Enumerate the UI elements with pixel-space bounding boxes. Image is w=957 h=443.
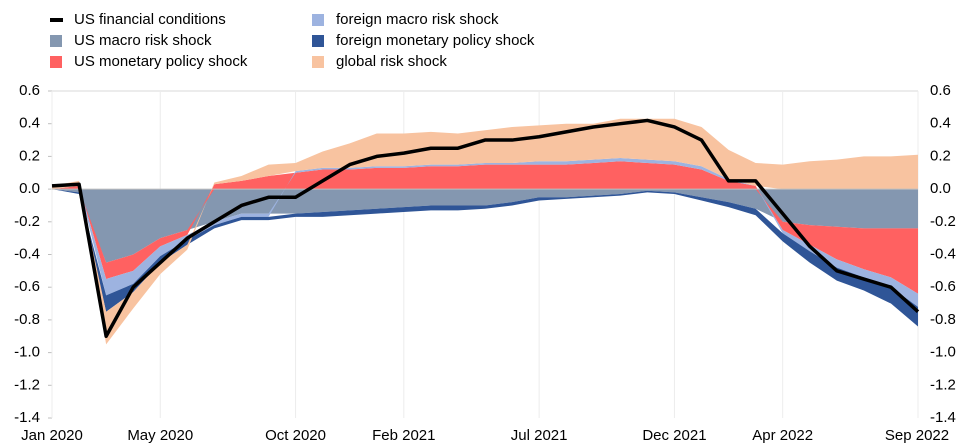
y-tick-label: -0.6: [14, 278, 40, 295]
legend-label: US financial conditions: [74, 11, 226, 28]
y2-tick-label: 0.0: [930, 180, 951, 197]
x-tick-label: May 2020: [127, 427, 193, 443]
y2-tick-label: -0.4: [930, 245, 956, 262]
y-tick-label: -0.4: [14, 245, 40, 262]
y2-tick-label: -1.2: [930, 376, 956, 393]
legend-label: US monetary policy shock: [74, 53, 248, 70]
y-tick-label: 0.6: [19, 82, 40, 99]
y2-tick-label: 0.6: [930, 82, 951, 99]
x-tick-label: Dec 2021: [642, 427, 706, 443]
line: [51, 118, 920, 338]
legend-marker: [312, 35, 324, 47]
legend-marker: [312, 14, 324, 26]
y2-tick-label: -0.6: [930, 278, 956, 295]
y2-tick-label: -0.8: [930, 311, 956, 328]
x-tick-label: Feb 2021: [372, 427, 435, 443]
area: [52, 161, 918, 294]
y2-tick-label: -1.4: [930, 409, 956, 426]
x-tick-label: Oct 2020: [265, 427, 326, 443]
y-tick-label: -0.8: [14, 311, 40, 328]
x-tick-label: Sep 2022: [885, 427, 949, 443]
y-tick-label: -1.0: [14, 344, 40, 361]
y2-tick-label: 0.4: [930, 115, 951, 132]
y-tick-label: -1.4: [14, 409, 40, 426]
x-tick-label: Apr 2022: [752, 427, 813, 443]
x-tick-label: Jul 2021: [511, 427, 568, 443]
y-tick-label: 0.4: [19, 115, 40, 132]
y-tick-label: 0.0: [19, 180, 40, 197]
area: [52, 189, 918, 263]
y-tick-label: 0.2: [19, 147, 40, 164]
y2-tick-label: -0.2: [930, 213, 956, 230]
legend-label: US macro risk shock: [74, 32, 212, 49]
legend-marker: [50, 56, 62, 68]
x-tick-label: Jan 2020: [21, 427, 83, 443]
y-tick-label: -1.2: [14, 376, 40, 393]
y2-tick-label: -1.0: [930, 344, 956, 361]
legend-label: foreign macro risk shock: [336, 11, 499, 28]
y-tick-label: -0.2: [14, 213, 40, 230]
legend-marker: [50, 35, 62, 47]
y2-tick-label: 0.2: [930, 147, 951, 164]
legend-label: global risk shock: [336, 53, 447, 70]
legend-label: foreign monetary policy shock: [336, 32, 535, 49]
legend-marker: [312, 56, 324, 68]
area: [52, 118, 918, 345]
